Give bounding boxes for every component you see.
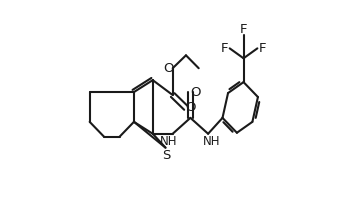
Text: O: O <box>186 101 196 114</box>
Text: O: O <box>164 62 174 75</box>
Text: S: S <box>162 149 171 162</box>
Text: NH: NH <box>203 135 220 148</box>
Text: F: F <box>240 23 247 36</box>
Text: O: O <box>190 86 201 99</box>
Text: F: F <box>220 42 228 55</box>
Text: NH: NH <box>160 135 177 148</box>
Text: F: F <box>259 42 267 55</box>
